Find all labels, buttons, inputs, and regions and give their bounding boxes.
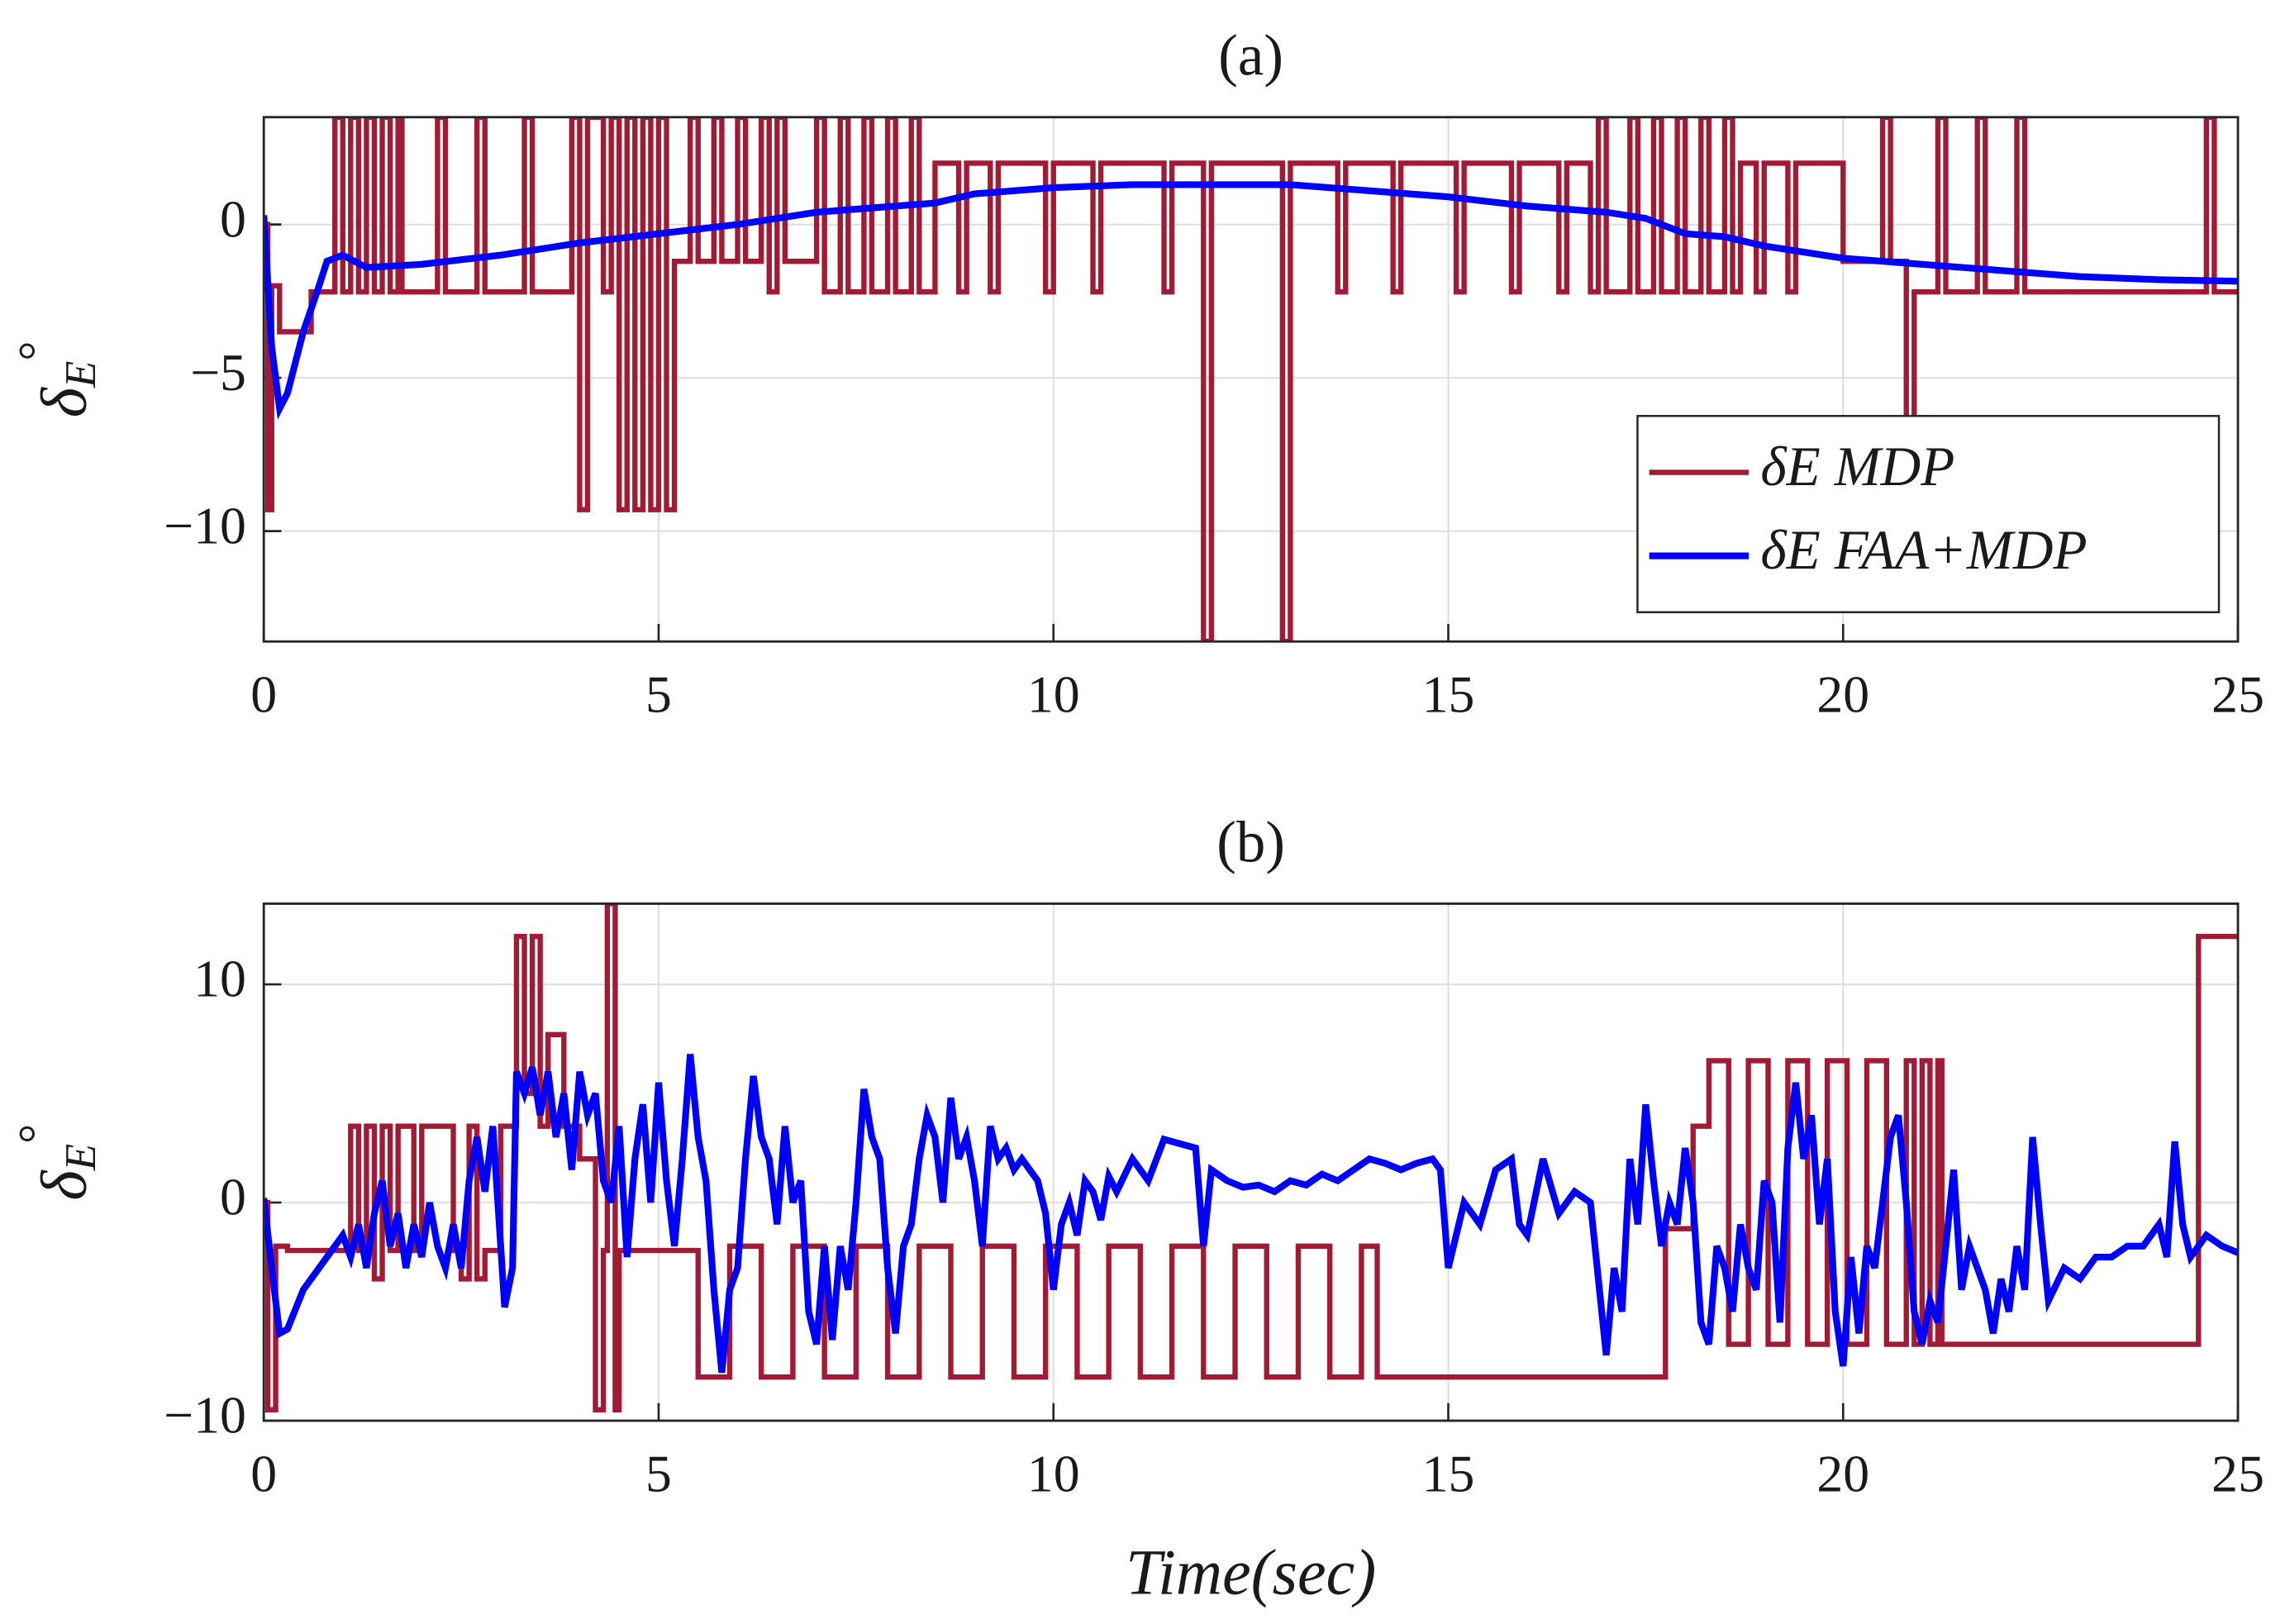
y-label-symbol: δ bbox=[28, 1169, 99, 1201]
chart-title: (a) bbox=[1218, 24, 1283, 88]
x-tick-label: 5 bbox=[645, 665, 672, 724]
legend-label: δE MDP bbox=[1760, 436, 1954, 498]
y-label-superscript: ° bbox=[9, 341, 64, 361]
legend-box bbox=[1636, 415, 2221, 613]
axes-box bbox=[262, 902, 2240, 1422]
y-tick-label: −10 bbox=[164, 496, 246, 555]
y-label-subscript: E bbox=[57, 361, 105, 388]
y-tick-label: 0 bbox=[220, 1168, 246, 1226]
x-tick-label: 20 bbox=[1816, 665, 1869, 724]
x-tick-label: 15 bbox=[1422, 665, 1475, 724]
x-tick-label: 15 bbox=[1422, 1445, 1475, 1503]
chart-title: (b) bbox=[1216, 810, 1285, 874]
y-axis-label: δE° bbox=[9, 341, 106, 418]
axes-box bbox=[262, 116, 2240, 643]
x-axis-label: Time(sec) bbox=[1126, 1536, 1376, 1607]
plot-lines bbox=[264, 117, 2239, 642]
x-tick-label: 25 bbox=[2211, 665, 2264, 724]
y-label-subscript: E bbox=[57, 1144, 105, 1171]
y-axis-label: δE° bbox=[9, 1124, 106, 1201]
plot-lines bbox=[264, 903, 2239, 1412]
y-tick-label: −10 bbox=[164, 1386, 246, 1445]
legend-label: δE FAA+MDP bbox=[1760, 519, 2087, 581]
series-line bbox=[264, 181, 2239, 420]
y-tick-label: 10 bbox=[193, 950, 246, 1008]
y-label-symbol: δ bbox=[28, 386, 99, 417]
series-line bbox=[264, 117, 2239, 642]
x-tick-label: 0 bbox=[250, 1445, 277, 1503]
x-tick-label: 20 bbox=[1816, 1445, 1869, 1503]
x-tick-label: 25 bbox=[2211, 1445, 2264, 1503]
series-line bbox=[264, 1054, 2239, 1374]
x-tick-label: 10 bbox=[1027, 1445, 1080, 1503]
y-label-superscript: ° bbox=[9, 1124, 64, 1144]
y-tick-label: −5 bbox=[190, 343, 246, 402]
series-line bbox=[264, 903, 2239, 1412]
x-tick-label: 0 bbox=[250, 665, 277, 724]
y-tick-label: 0 bbox=[220, 189, 246, 248]
x-tick-label: 10 bbox=[1027, 665, 1080, 724]
x-tick-label: 5 bbox=[645, 1445, 672, 1503]
